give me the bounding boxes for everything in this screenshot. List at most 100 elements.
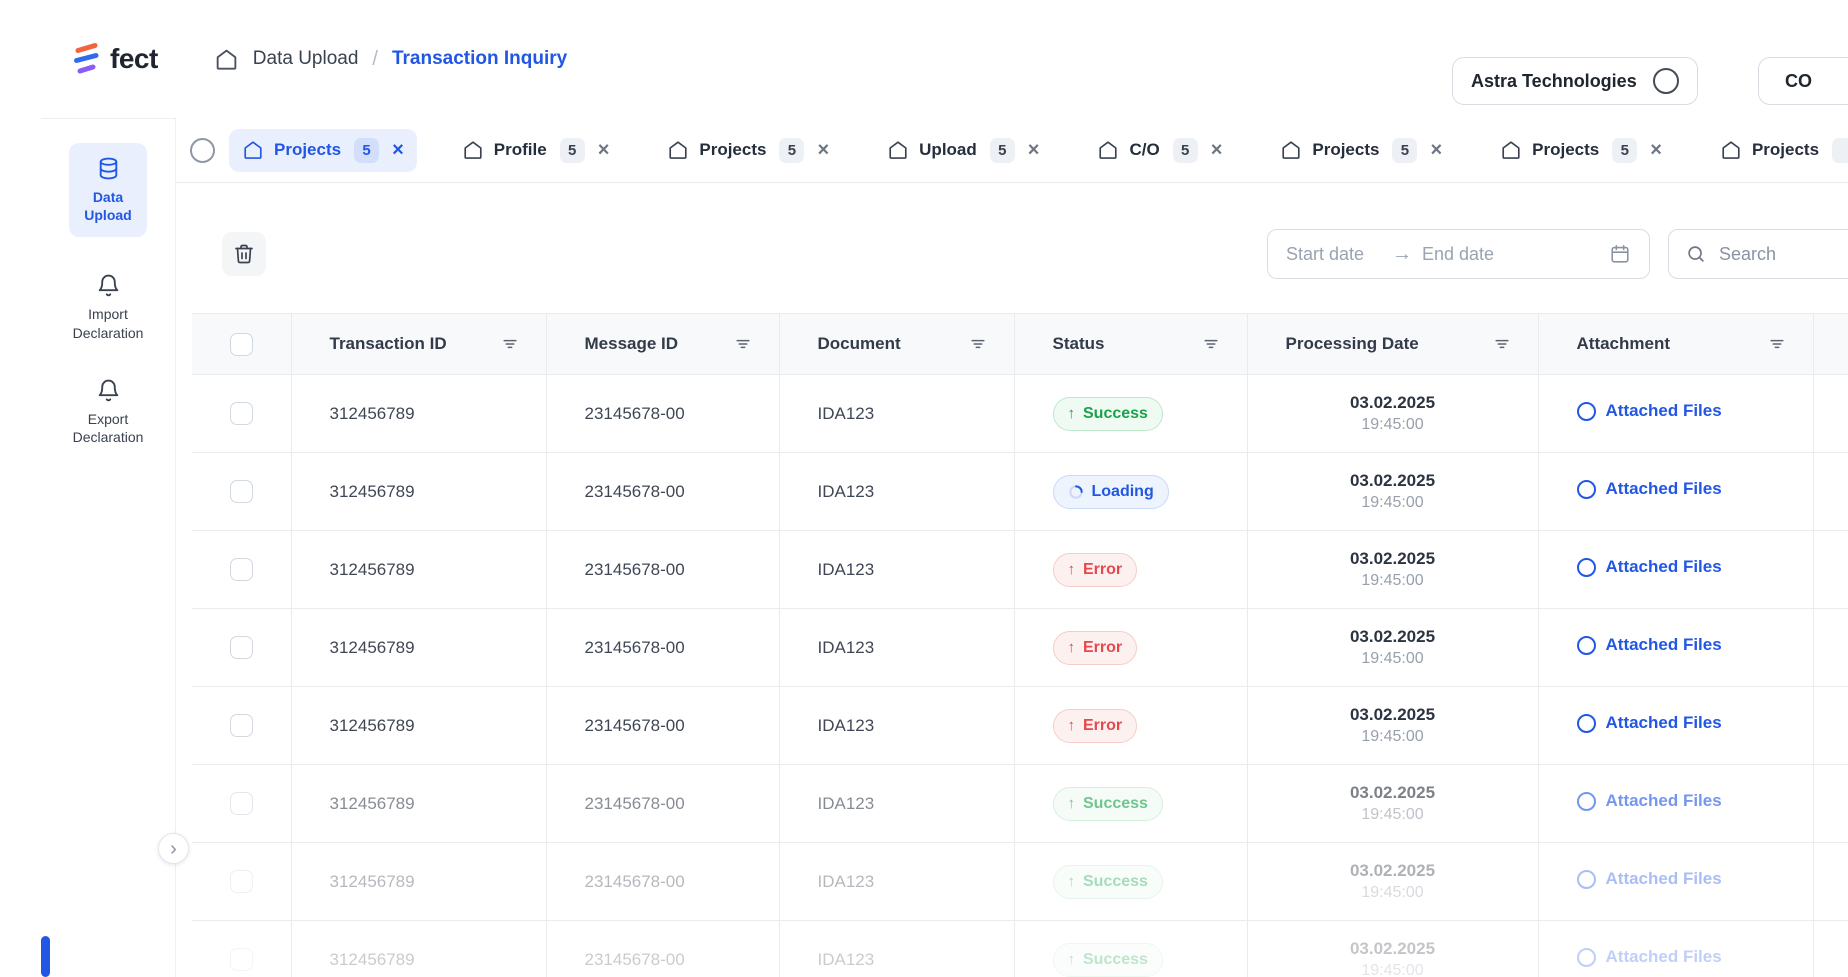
attachment-cell: Attached Files: [1537, 374, 1814, 453]
extra-cell: [1812, 608, 1848, 687]
document-cell: IDA123: [778, 374, 1015, 453]
row-checkbox[interactable]: [229, 480, 253, 503]
breadcrumb: Data Upload / Transaction Inquiry: [214, 47, 567, 72]
sidebar-expand-button[interactable]: ›: [158, 833, 189, 864]
left-scroll-indicator: [41, 936, 50, 977]
row-checkbox[interactable]: [229, 792, 253, 815]
breadcrumb-item-data-upload[interactable]: Data Upload: [252, 48, 359, 69]
end-date-input[interactable]: [1422, 243, 1532, 265]
column-label: Transaction ID: [329, 334, 447, 353]
close-icon[interactable]: ×: [1650, 139, 1662, 161]
close-icon[interactable]: ×: [817, 139, 830, 161]
tab-projects[interactable]: Projects 5 ×: [1267, 129, 1455, 172]
extra-cell: [1812, 920, 1848, 977]
folder-home-icon: [1500, 139, 1522, 161]
filter-icon[interactable]: [500, 334, 520, 354]
attached-files-link[interactable]: Attached Files: [1576, 401, 1722, 421]
document-cell: IDA123: [778, 842, 1015, 921]
tab-strip-radio-icon[interactable]: [190, 137, 215, 163]
attached-files-link[interactable]: Attached Files: [1576, 713, 1722, 733]
transaction-id-cell: 312456789: [290, 530, 547, 609]
sidebar-item-data-upload[interactable]: Data Upload: [69, 143, 147, 238]
extra-cell: [1812, 452, 1848, 531]
status-badge: ↑ Error: [1052, 630, 1138, 665]
column-header-attachment: Attachment: [1537, 313, 1814, 375]
filter-icon[interactable]: [733, 334, 753, 354]
organization-button[interactable]: Astra Technologies: [1452, 57, 1698, 105]
tab-label: Projects: [699, 140, 767, 159]
status-cell: ↑ Success: [1013, 842, 1248, 921]
tab-label: Projects: [274, 140, 342, 159]
filter-icon[interactable]: [1201, 334, 1221, 354]
transaction-id-cell: 312456789: [290, 608, 547, 687]
circle-icon: [1576, 401, 1596, 421]
status-badge: ↑ Error: [1052, 552, 1138, 587]
row-checkbox[interactable]: [229, 714, 253, 737]
filter-icon[interactable]: [968, 334, 988, 354]
delete-button[interactable]: [222, 232, 266, 276]
logo-text: fect: [110, 43, 158, 74]
tab-projects[interactable]: Projects 5 ×: [229, 128, 417, 172]
processing-date-cell: 03.02.2025 19:45:00: [1246, 374, 1539, 453]
message-id-cell: 23145678-00: [545, 608, 780, 687]
close-icon[interactable]: ×: [1430, 139, 1443, 161]
date-range-picker[interactable]: →: [1267, 229, 1650, 279]
tab-projects[interactable]: Projects 5 ×: [654, 129, 842, 172]
close-icon[interactable]: ×: [392, 139, 404, 161]
user-button[interactable]: CO: [1758, 57, 1848, 105]
message-id-cell: 23145678-00: [545, 764, 780, 843]
row-checkbox-cell: [192, 452, 292, 531]
status-cell: ↑ Success: [1013, 374, 1248, 453]
row-checkbox[interactable]: [229, 948, 253, 971]
attached-files-link[interactable]: Attached Files: [1576, 869, 1722, 889]
tab-label: Projects: [1532, 140, 1600, 159]
attached-files-link[interactable]: Attached Files: [1576, 947, 1722, 967]
select-all-checkbox[interactable]: [229, 332, 253, 356]
tab-projects[interactable]: Projects 5 ×: [1487, 129, 1675, 172]
close-icon[interactable]: ×: [1027, 139, 1040, 161]
column-header-document: Document: [778, 313, 1015, 375]
attached-files-link[interactable]: Attached Files: [1576, 557, 1722, 577]
row-checkbox-cell: [192, 842, 292, 921]
search-box[interactable]: [1668, 229, 1848, 279]
attached-files-link[interactable]: Attached Files: [1576, 635, 1722, 655]
tab-label: Projects: [1312, 140, 1380, 159]
status-badge: ↑ Success: [1052, 864, 1163, 899]
attachment-cell: Attached Files: [1537, 452, 1814, 531]
sidebar-item-export-declaration[interactable]: Export Declaration: [58, 378, 158, 446]
row-checkbox[interactable]: [229, 402, 253, 425]
sidebar-item-label: Data Upload: [84, 189, 132, 224]
close-icon[interactable]: ×: [1210, 139, 1223, 161]
message-id-cell: 23145678-00: [545, 842, 780, 921]
status-label: Success: [1083, 794, 1148, 812]
table-row: 312456789 23145678-00 IDA123 ↑ Success 0…: [192, 374, 1848, 453]
row-checkbox[interactable]: [229, 558, 253, 581]
tab-projects[interactable]: Projects ×: [1707, 129, 1848, 172]
tab-count-badge: [1832, 137, 1848, 163]
trash-icon: [232, 242, 256, 266]
row-checkbox[interactable]: [229, 870, 253, 893]
table-head: Transaction ID Message ID Document Statu…: [192, 313, 1848, 375]
arrow-up-icon: ↑: [1067, 951, 1076, 968]
filter-icon[interactable]: [1492, 334, 1512, 354]
row-checkbox-cell: [192, 764, 292, 843]
app-logo[interactable]: fect: [71, 42, 158, 76]
attached-files-link[interactable]: Attached Files: [1576, 791, 1722, 811]
close-icon[interactable]: ×: [597, 139, 610, 161]
date-range-arrow-icon: →: [1392, 242, 1412, 265]
message-id-cell: 23145678-00: [545, 452, 780, 531]
tab-label: Profile: [493, 140, 547, 159]
filter-icon[interactable]: [1767, 334, 1787, 354]
search-input[interactable]: [1719, 243, 1848, 265]
transaction-id-cell: 312456789: [290, 920, 547, 977]
tab-upload[interactable]: Upload 5 ×: [874, 129, 1052, 172]
start-date-input[interactable]: [1286, 243, 1390, 265]
tab-profile[interactable]: Profile 5 ×: [449, 129, 623, 172]
attached-files-link[interactable]: Attached Files: [1576, 479, 1722, 499]
tab-c-o[interactable]: C/O 5 ×: [1084, 129, 1235, 172]
sidebar-item-import-declaration[interactable]: Import Declaration: [58, 273, 158, 341]
circle-icon: [1576, 869, 1596, 889]
row-checkbox[interactable]: [229, 636, 253, 659]
tab-count-badge: 5: [1612, 137, 1638, 163]
attachment-cell: Attached Files: [1537, 608, 1814, 687]
